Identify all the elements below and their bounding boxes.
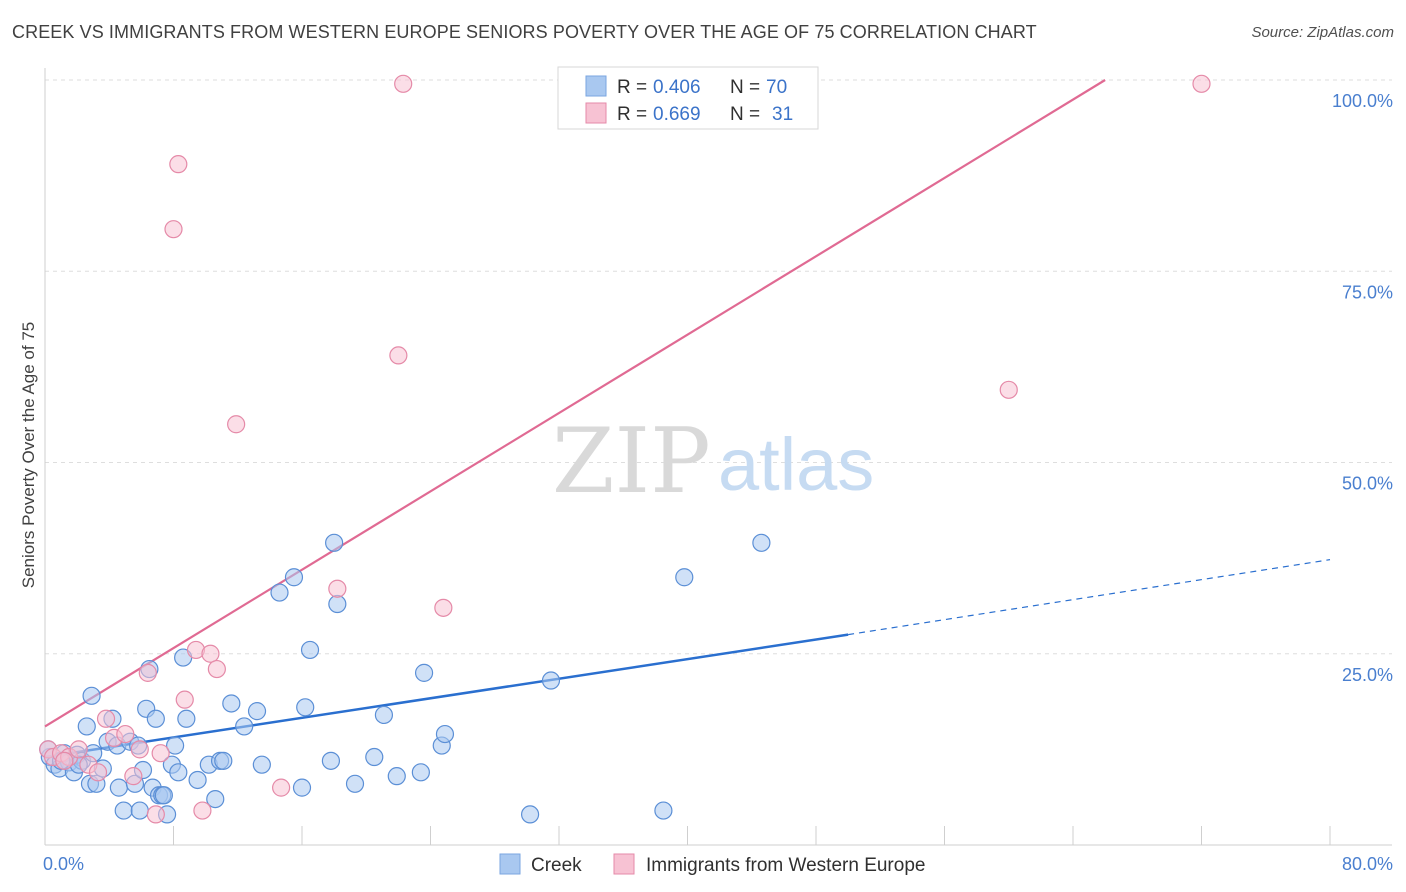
bottom-legend-label-creek: Creek [531,855,582,876]
point-creek [300,640,320,660]
point-creek [541,671,561,690]
point-creek [387,767,406,786]
point-creek [252,755,271,774]
point-immigrants [389,346,408,365]
point-creek [130,801,149,820]
point-creek [214,751,233,770]
point-immigrants [227,415,246,434]
y-axis-title: Seniors Poverty Over the Age of 75 [19,322,38,588]
axes [44,68,1392,846]
legend-r-label: R = [617,77,647,98]
point-creek [114,801,133,820]
bottom-legend-label-immigrants: Immigrants from Western Europe [646,855,925,876]
point-creek [321,751,341,770]
legend-r-value-immigrants: 0.669 [653,104,701,125]
legend-r-label: R = [617,104,647,125]
trend-line-immigrants [44,79,1106,728]
x-tick-label-max: 80.0% [1342,854,1393,874]
point-creek [247,702,267,721]
point-creek [365,747,384,767]
point-immigrants [201,644,220,663]
source-label: Source: ZipAtlas.com [1251,24,1394,41]
trend-line-creek [44,633,849,759]
point-creek [654,801,673,820]
legend-swatch-creek [585,75,607,97]
point-creek [435,724,455,744]
point-creek [328,594,347,614]
y-tick-label: 75.0% [1342,282,1393,302]
point-immigrants [146,805,165,824]
legend-n-value-immigrants: 31 [772,104,793,125]
point-immigrants [394,74,413,93]
point-creek [292,778,312,797]
point-creek [146,709,165,728]
point-immigrants [999,380,1018,399]
legend-swatch-immigrants [585,102,607,124]
point-immigrants [193,801,212,820]
trend-line-creek-extension [848,559,1331,636]
legend-n-label: N = [730,104,760,125]
data-points [39,74,1211,824]
point-creek [206,789,225,809]
point-immigrants [434,598,453,617]
point-creek [270,583,289,602]
point-immigrants [88,763,108,782]
x-tick-labels: 0.0% 80.0% [43,854,1393,874]
y-tick-label: 25.0% [1342,665,1393,685]
point-creek [411,763,430,782]
point-creek [154,786,173,805]
grid-lines [45,79,1392,655]
point-creek [752,533,771,552]
point-immigrants [138,663,157,682]
point-creek [222,694,241,713]
point-creek [520,805,540,824]
point-immigrants [164,220,183,239]
point-immigrants [272,778,291,797]
y-tick-label: 100.0% [1332,91,1393,111]
point-immigrants [124,767,143,786]
point-creek [284,568,304,587]
watermark-zip: ZIP [552,409,711,514]
point-creek [296,698,315,717]
point-creek [188,770,207,790]
chart-title: CREEK VS IMMIGRANTS FROM WESTERN EUROPE … [12,22,1037,42]
y-tick-label: 50.0% [1342,474,1393,494]
point-creek [177,709,196,728]
point-immigrants [207,659,226,679]
watermark-atlas: atlas [718,423,874,506]
bottom-legend: Creek Immigrants from Western Europe [499,853,925,876]
legend-r-value-creek: 0.406 [653,77,701,98]
legend-n-label: N = [730,77,760,98]
point-immigrants [130,740,149,759]
x-tick-label-min: 0.0% [43,854,84,874]
point-immigrants [69,740,88,759]
point-immigrants [55,751,74,770]
y-tick-labels: 25.0% 50.0% 75.0% 100.0% [1332,91,1393,685]
point-creek [109,778,128,797]
point-immigrants [175,690,194,709]
point-creek [82,686,101,705]
point-creek [675,568,694,587]
point-immigrants [96,709,116,728]
point-creek [235,717,254,736]
point-immigrants [151,744,170,763]
legend: R = 0.406 N = 70 R = 0.669 N = 31 [557,66,819,130]
point-creek [374,705,394,725]
point-creek [77,717,96,736]
point-creek [325,533,344,552]
bottom-legend-swatch-creek [499,853,521,875]
trend-lines [44,79,1331,759]
point-creek [414,663,434,682]
point-immigrants [328,579,347,598]
point-creek [166,736,185,755]
bottom-legend-swatch-immigrants [613,853,635,875]
point-creek [169,763,188,782]
point-immigrants [1192,74,1211,93]
point-immigrants [169,155,188,174]
point-immigrants [116,724,135,744]
legend-n-value-creek: 70 [766,77,787,98]
point-creek [345,774,365,793]
